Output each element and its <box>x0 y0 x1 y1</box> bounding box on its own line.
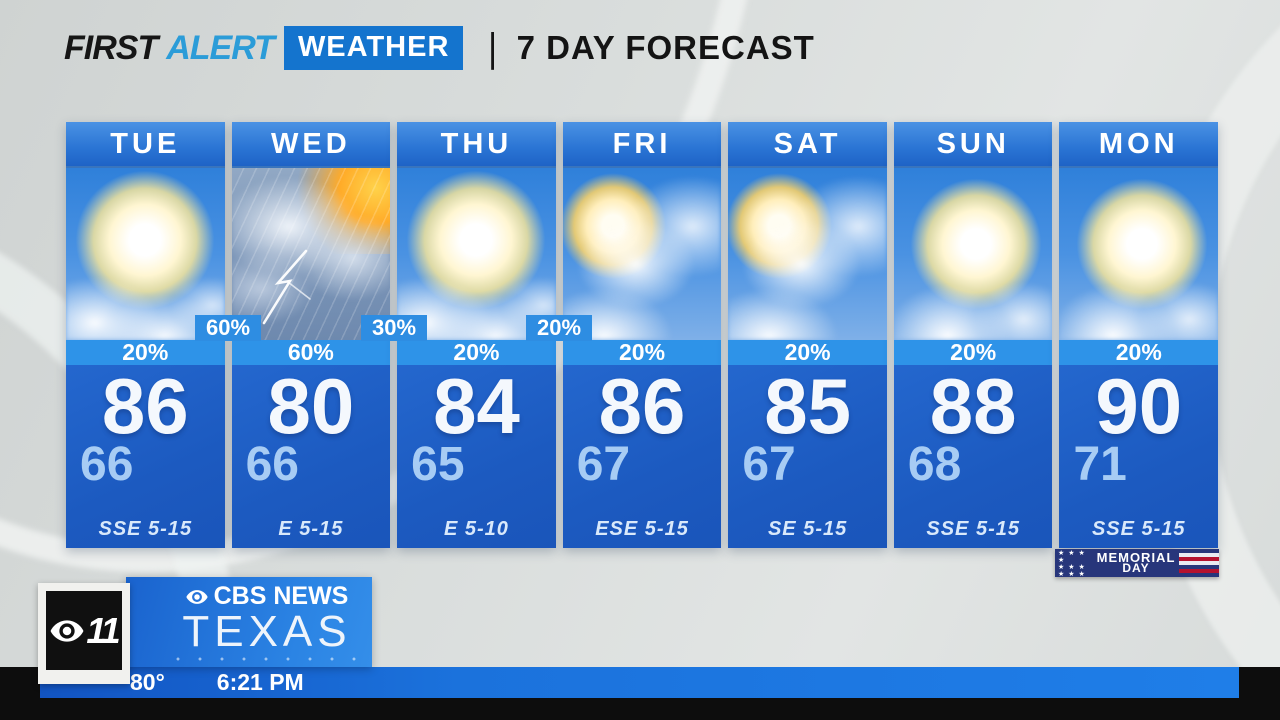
cloud-icon <box>728 168 887 340</box>
temps-panel: 84 65 E 5-10 <box>397 365 556 548</box>
channel-number: 11 <box>86 609 120 651</box>
night-precip-tag: 20% <box>526 315 592 341</box>
memorial-day-label: MEMORIAL DAY <box>1093 549 1179 577</box>
temps-panel: 86 67 ESE 5-15 <box>562 362 722 548</box>
station-region: TEXAS <box>182 607 352 656</box>
memorial-line2: DAY <box>1122 561 1150 575</box>
cloud-icon <box>397 168 556 340</box>
forecast-column-sat: SAT 20% 85 67 SE 5-15 <box>728 122 887 548</box>
rain-overlay <box>231 168 391 340</box>
current-temperature: 80° <box>130 669 165 695</box>
low-temp: 68 <box>907 438 962 491</box>
precip-chance: 20% <box>562 339 722 365</box>
night-precip-tag: 60% <box>195 315 261 341</box>
day-label: THU <box>397 122 556 168</box>
cloud-icon <box>893 168 1053 340</box>
high-temp: 90 <box>1095 362 1183 450</box>
wind-forecast: ESE 5-15 <box>595 518 689 540</box>
day-label: WED <box>231 122 391 168</box>
precip-chance: 20% <box>893 339 1053 365</box>
star-field-icon: ★ ★ ★ ★ ★ ★ ★ ★ ★ ★ ★ ★ ★ ★ <box>1058 550 1086 577</box>
lightning-icon <box>262 249 311 325</box>
page-title: 7 DAY FORECAST <box>516 29 815 66</box>
precip-chance: 20% <box>66 339 225 365</box>
header: FIRST ALERT WEATHER | 7 DAY FORECAST <box>64 26 815 70</box>
sky-photo-sunny <box>397 168 556 340</box>
cloud-icon <box>1059 168 1219 340</box>
memorial-line1: MEMORIAL <box>1096 550 1176 565</box>
wind-forecast: SSE 5-15 <box>926 518 1020 540</box>
night-precip-tag: 30% <box>361 315 427 341</box>
day-label: MON <box>1059 122 1219 168</box>
ticker-strip: 80° 6:21 PM <box>40 667 1239 698</box>
title-separator: | <box>489 25 497 70</box>
low-temp: 66 <box>80 438 134 491</box>
temps-panel: 85 67 SE 5-15 <box>728 365 887 548</box>
first-alert-logo-weather: WEATHER <box>283 26 464 70</box>
temps-panel: 86 66 SSE 5-15 <box>66 365 225 548</box>
high-temp: 84 <box>433 362 520 450</box>
temps-panel: 80 66 E 5-15 <box>231 362 391 548</box>
cbs-eye-icon <box>185 589 208 604</box>
sky-photo-storm <box>231 168 391 340</box>
day-label: SUN <box>893 122 1053 168</box>
wind-forecast: SE 5-15 <box>767 518 848 540</box>
wind-forecast: E 5-10 <box>443 518 509 540</box>
forecast-column-mon: MON 20% 90 71 SSE 5-15 <box>1059 122 1219 548</box>
wind-forecast: E 5-15 <box>278 518 344 540</box>
forecast-column-tue: TUE 20% 86 66 SSE 5-15 <box>66 122 225 548</box>
temps-panel: 90 71 SSE 5-15 <box>1059 362 1219 548</box>
low-temp: 67 <box>742 438 796 491</box>
low-temp: 66 <box>245 438 299 491</box>
precip-chance: 20% <box>1059 339 1219 365</box>
precip-chance: 60% <box>231 339 391 365</box>
first-alert-logo-first: FIRST <box>64 28 158 67</box>
day-label: FRI <box>562 122 722 168</box>
forecast-column-sun: SUN 20% 88 68 SSE 5-15 <box>893 122 1053 548</box>
high-temp: 85 <box>764 362 851 450</box>
forecast-column-thu: THU 20% 84 65 E 5-10 <box>397 122 556 548</box>
precip-chance: 20% <box>397 339 556 365</box>
sky-photo-partly-cloudy <box>562 168 722 340</box>
first-alert-logo-alert: ALERT <box>166 28 275 67</box>
high-temp: 86 <box>598 362 686 450</box>
low-temp: 71 <box>1073 438 1127 491</box>
high-temp: 86 <box>101 362 189 450</box>
dotted-divider <box>167 656 367 662</box>
high-temp: 80 <box>267 362 355 450</box>
sky-photo-sunny <box>66 168 225 340</box>
sky-photo-mostly-sunny <box>1059 168 1219 340</box>
current-time: 6:21 PM <box>216 669 304 695</box>
cbs11-logo: 11 <box>38 583 130 684</box>
sky-photo-partly-cloudy <box>728 168 887 340</box>
low-temp: 65 <box>411 438 465 491</box>
seven-day-forecast-board: TUE 20% 86 66 SSE 5-15 WED <box>66 122 1219 548</box>
cloud-icon <box>231 168 391 340</box>
precip-chance: 20% <box>728 339 887 365</box>
high-temp: 88 <box>929 362 1017 450</box>
cloud-icon <box>562 168 722 340</box>
forecast-column-fri: FRI 20% 86 67 ESE 5-15 <box>562 122 722 548</box>
memorial-day-banner: ★ ★ ★ ★ ★ ★ ★ ★ ★ ★ ★ ★ ★ ★ MEMORIAL DAY <box>1055 549 1219 577</box>
cbs11-logo-inner: 11 <box>46 591 122 670</box>
forecast-column-wed: WED 60% 80 66 E 5-15 <box>231 122 391 548</box>
flag-stripes-icon <box>1179 549 1219 577</box>
low-temp: 67 <box>576 438 631 491</box>
temps-panel: 88 68 SSE 5-15 <box>893 362 1053 548</box>
cbs-eye-icon <box>50 619 84 642</box>
wind-forecast: SSE 5-15 <box>98 518 193 540</box>
cloud-icon <box>66 168 225 340</box>
wind-forecast: SSE 5-15 <box>1091 518 1186 540</box>
day-label: TUE <box>66 122 225 168</box>
day-label: SAT <box>728 122 887 168</box>
sky-photo-mostly-sunny <box>893 168 1053 340</box>
station-brand-panel: CBS NEWS TEXAS <box>126 577 372 667</box>
station-brand: CBS NEWS <box>213 582 349 610</box>
